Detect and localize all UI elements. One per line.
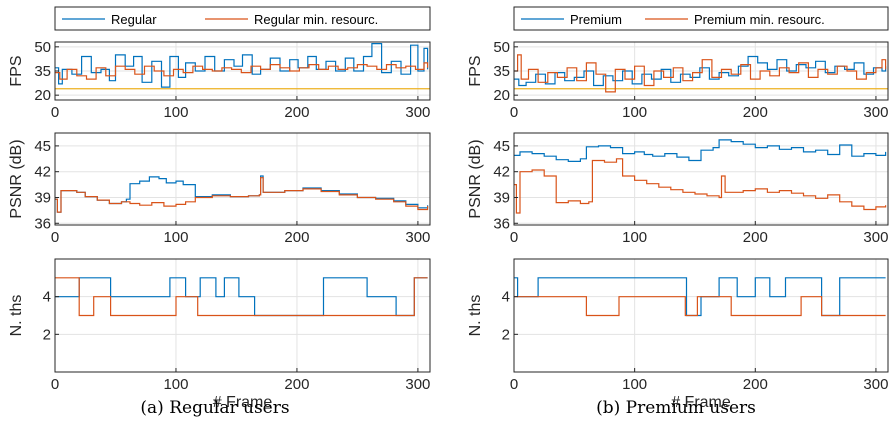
legend-a: Regular Regular min. resourc. bbox=[54, 6, 431, 31]
panel-b-psnr: 0 100 200 300 36 39 42 45 PSNR (dB) bbox=[467, 132, 889, 246]
y-tick-label: 36 bbox=[493, 215, 510, 232]
x-tick-label: 300 bbox=[863, 376, 888, 393]
y-tick-label: 20 bbox=[493, 87, 510, 104]
series-line-primary bbox=[55, 277, 428, 317]
axes-frame bbox=[54, 258, 431, 373]
y-tick-label: 35 bbox=[493, 63, 510, 80]
y-tick-label: 50 bbox=[493, 39, 510, 56]
x-axis-label: # Frame bbox=[671, 394, 731, 411]
legend-b: Premium Premium min. resourc. bbox=[513, 6, 889, 31]
y-axis-label: FPS bbox=[8, 55, 25, 86]
series-line-primary bbox=[514, 139, 887, 162]
legend-a-label-regular-min: Regular min. resourc. bbox=[254, 12, 378, 27]
y-tick-label: 50 bbox=[34, 39, 51, 56]
x-tick-label: 100 bbox=[622, 229, 647, 246]
y-tick-label: 39 bbox=[34, 189, 51, 206]
x-tick-label: 200 bbox=[284, 229, 309, 246]
panel-b-ths: 0 100 200 300 2 4 N. ths # Frame bbox=[467, 258, 889, 411]
series-line-min-resources bbox=[55, 277, 428, 317]
x-tick-label: 200 bbox=[284, 104, 309, 121]
x-tick-label: 0 bbox=[51, 104, 59, 121]
x-tick-label: 100 bbox=[622, 376, 647, 393]
x-tick-label: 200 bbox=[743, 229, 768, 246]
x-tick-label: 300 bbox=[405, 229, 430, 246]
y-tick-label: 39 bbox=[493, 189, 510, 206]
x-tick-label: 300 bbox=[405, 104, 430, 121]
axes-frame bbox=[513, 258, 889, 373]
x-tick-label: 100 bbox=[163, 104, 188, 121]
y-axis-label: N. ths bbox=[8, 295, 25, 337]
x-tick-label: 0 bbox=[51, 376, 59, 393]
panel-a-ths: 0 100 200 300 2 4 N. ths # Frame bbox=[8, 258, 431, 411]
x-tick-label: 300 bbox=[405, 376, 430, 393]
plot-area bbox=[514, 133, 888, 225]
y-tick-label: 36 bbox=[34, 215, 51, 232]
caption-a: (a) Regular users bbox=[140, 398, 289, 418]
series-line-min-resources bbox=[514, 54, 887, 93]
x-tick-label: 0 bbox=[510, 229, 518, 246]
axes-frame bbox=[54, 132, 431, 226]
panel-b-fps: 0 100 200 300 20 35 50 FPS bbox=[467, 39, 889, 121]
y-tick-label: 42 bbox=[34, 164, 51, 181]
y-axis-label: N. ths bbox=[467, 295, 484, 337]
legend-b-label-premium: Premium bbox=[570, 12, 622, 27]
series-line-min-resources bbox=[514, 296, 886, 317]
series-line-min-resources bbox=[55, 62, 429, 80]
panel-a-psnr: 0 100 200 300 36 39 42 45 PSNR (dB) bbox=[8, 132, 431, 246]
x-tick-label: 200 bbox=[743, 104, 768, 121]
y-tick-label: 35 bbox=[34, 63, 51, 80]
x-axis-label: # Frame bbox=[213, 394, 273, 411]
x-tick-label: 0 bbox=[510, 104, 518, 121]
series-line-min-resources bbox=[55, 177, 429, 213]
series-line-min-resources bbox=[514, 158, 887, 214]
y-tick-label: 45 bbox=[493, 138, 510, 155]
caption-b: (b) Premium users bbox=[596, 398, 756, 418]
x-tick-label: 100 bbox=[163, 376, 188, 393]
series-line-primary bbox=[55, 43, 429, 88]
y-tick-label: 42 bbox=[493, 164, 510, 181]
legend-a-label-regular: Regular bbox=[111, 12, 157, 27]
y-axis-label: PSNR (dB) bbox=[467, 139, 484, 218]
x-tick-label: 100 bbox=[163, 229, 188, 246]
y-axis-label: FPS bbox=[467, 55, 484, 86]
x-tick-label: 300 bbox=[863, 229, 888, 246]
panel-a-fps: 0 100 200 300 20 35 50 FPS bbox=[8, 39, 431, 121]
plot-area bbox=[55, 133, 430, 225]
y-tick-label: 2 bbox=[43, 326, 51, 343]
legend-b-label-premium-min: Premium min. resourc. bbox=[694, 12, 825, 27]
series-line-primary bbox=[514, 55, 887, 87]
x-tick-label: 0 bbox=[510, 376, 518, 393]
series-line-primary bbox=[514, 277, 886, 317]
legend-b-box bbox=[513, 6, 889, 31]
x-tick-label: 300 bbox=[863, 104, 888, 121]
y-tick-label: 20 bbox=[34, 87, 51, 104]
x-tick-label: 200 bbox=[743, 376, 768, 393]
x-tick-label: 0 bbox=[51, 229, 59, 246]
axes-frame bbox=[513, 132, 889, 226]
y-axis-label: PSNR (dB) bbox=[8, 139, 25, 218]
x-tick-label: 200 bbox=[284, 376, 309, 393]
y-tick-label: 45 bbox=[34, 138, 51, 155]
y-tick-label: 2 bbox=[502, 326, 510, 343]
y-tick-label: 4 bbox=[43, 289, 51, 306]
x-tick-label: 100 bbox=[622, 104, 647, 121]
y-tick-label: 4 bbox=[502, 289, 510, 306]
